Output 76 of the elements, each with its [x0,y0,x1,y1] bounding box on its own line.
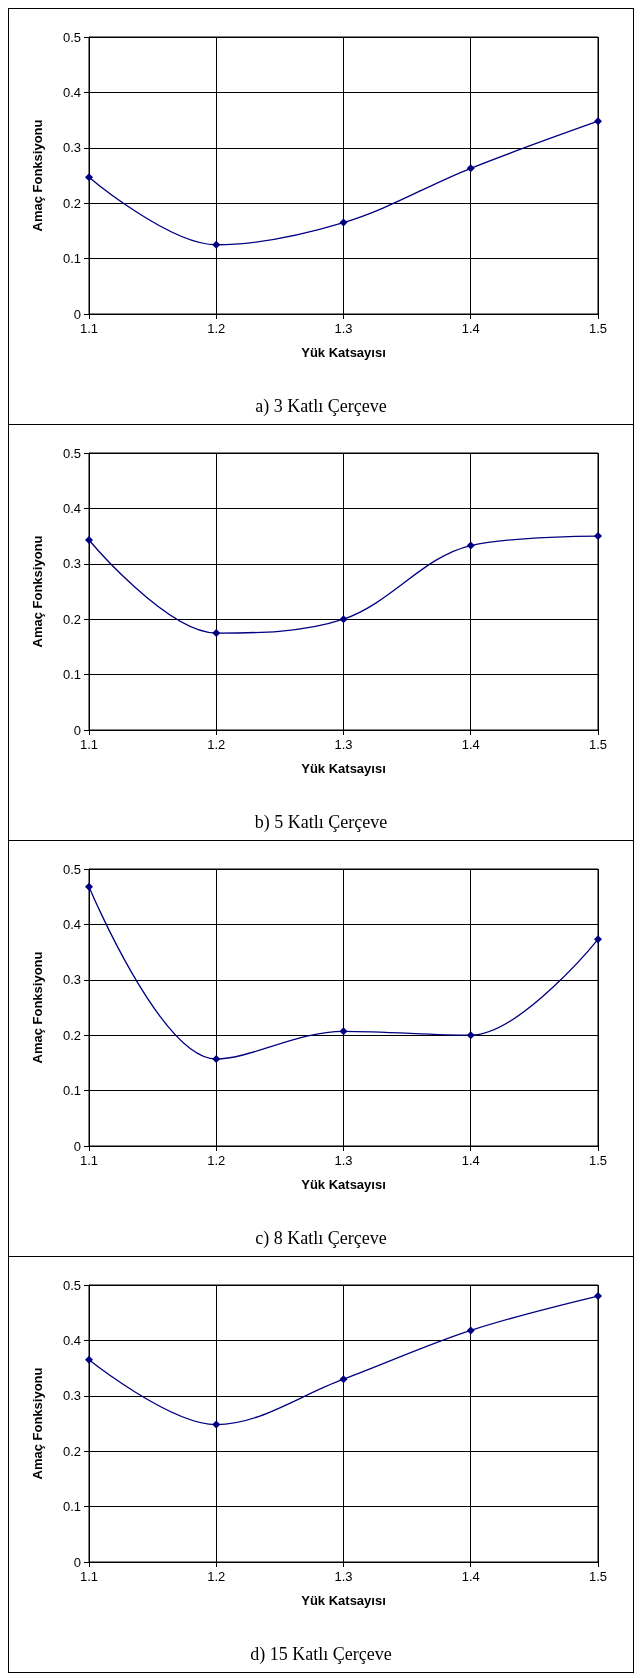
point [212,1055,221,1064]
y-axis-title: Amaç Fonksiyonu [30,119,45,232]
y-tick-label: 0.3 [62,1388,81,1404]
point [339,218,348,227]
point [85,173,93,182]
y-tick-label: 0.5 [62,1277,81,1293]
x-tick-label: 1.5 [588,1569,608,1584]
point [85,1355,93,1364]
x-tick-label: 1.2 [207,1569,226,1584]
x-tick-label: 1.4 [461,737,480,752]
x-axis-title: Yük Katsayısı [301,761,386,776]
y-tick-label: 0.1 [62,1083,81,1099]
x-tick-label: 1.2 [207,321,226,336]
y-tick-label: 0.1 [62,667,81,683]
y-tick-label: 0.2 [62,1027,81,1043]
x-tick-label: 1.2 [207,1153,226,1168]
y-tick-label: 0.5 [62,445,81,461]
y-tick-label: 0.5 [62,29,81,45]
point [466,1031,475,1040]
x-axis-title: Yük Katsayısı [301,1593,386,1608]
x-tick-label: 1.1 [79,321,99,336]
y-tick-label: 0 [73,1138,81,1154]
text: b) 5 Katlı Çerçeve [254,812,388,833]
y-tick-label: 0 [73,306,81,322]
x-tick-label: 1.1 [79,1153,99,1168]
point [212,240,221,249]
x-tick-label: 1.4 [461,1569,480,1584]
x-tick-label: 1.4 [461,1153,480,1168]
point [594,532,602,541]
point [594,117,602,126]
y-axis-title: Amaç Fonksiyonu [30,535,45,648]
text: d) 15 Katlı Çerçeve [250,1644,392,1665]
point [594,935,602,944]
point [466,1326,475,1335]
y-tick-label: 0.2 [62,1443,81,1459]
y-tick-label: 0.4 [62,916,81,932]
point [212,1420,221,1429]
x-tick-label: 1.5 [588,737,608,752]
y-tick-label: 0.4 [62,1332,81,1348]
point [85,535,93,544]
x-tick-label: 1.3 [334,321,353,336]
y-tick-label: 0.1 [62,251,81,267]
x-tick-label: 1.3 [334,1569,353,1584]
text: c) 8 Katlı Çerçeve [255,1228,387,1249]
x-tick-label: 1.5 [588,1153,608,1168]
y-tick-label: 0 [73,722,81,738]
point [85,882,93,891]
x-tick-label: 1.4 [461,321,480,336]
y-tick-label: 0.2 [62,611,81,627]
point [339,1027,348,1036]
y-tick-label: 0.3 [62,972,81,988]
x-axis-title: Yük Katsayısı [301,1177,386,1192]
x-tick-label: 1.2 [207,737,226,752]
y-tick-label: 0.3 [62,556,81,572]
x-tick-label: 1.1 [79,737,99,752]
x-axis-title: Yük Katsayısı [301,345,386,360]
y-tick-label: 0 [73,1554,81,1570]
point [339,615,348,624]
point [466,164,475,173]
y-tick-label: 0.5 [62,861,81,877]
point [594,1292,602,1301]
y-tick-label: 0.4 [62,500,81,516]
x-tick-label: 1.3 [334,1153,353,1168]
point [339,1375,348,1384]
y-tick-label: 0.1 [62,1499,81,1515]
y-axis-title: Amaç Fonksiyonu [30,951,45,1064]
x-tick-label: 1.3 [334,737,353,752]
x-tick-label: 1.1 [79,1569,99,1584]
y-tick-label: 0.4 [62,84,81,100]
y-tick-label: 0.2 [62,195,81,211]
y-tick-label: 0.3 [62,140,81,156]
x-tick-label: 1.5 [588,321,608,336]
y-axis-title: Amaç Fonksiyonu [30,1367,45,1480]
point [212,629,221,638]
point [466,541,475,550]
text: a) 3 Katlı Çerçeve [255,396,387,417]
